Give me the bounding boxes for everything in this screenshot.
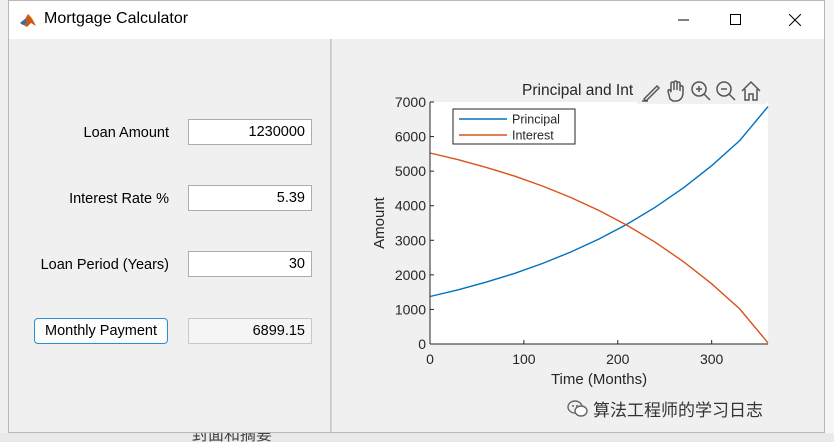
y-tick-label: 3000: [395, 232, 426, 248]
zoom-in-icon[interactable]: [691, 81, 711, 101]
interest-rate-label: Interest Rate %: [69, 191, 169, 207]
home-icon[interactable]: [741, 80, 761, 101]
y-tick-label: 5000: [395, 163, 426, 179]
brush-icon[interactable]: [642, 84, 661, 103]
y-axis-label: Amount: [371, 196, 388, 249]
loan-period-field[interactable]: 30: [188, 251, 312, 277]
watermark-text: 算法工程师的学习日志: [593, 401, 763, 420]
legend-label-interest: Interest: [512, 129, 554, 143]
x-axis-label: Time (Months): [551, 371, 647, 388]
minimize-button[interactable]: [661, 1, 707, 39]
y-tick-label: 1000: [395, 301, 426, 317]
interest-rate-field[interactable]: 5.39: [188, 185, 312, 211]
series-line-interest: [429, 152, 769, 344]
title-bar[interactable]: Mortgage Calculator: [9, 1, 824, 39]
loan-amount-label: Loan Amount: [83, 125, 169, 141]
y-tick-label: 0: [418, 336, 426, 352]
legend-label-principal: Principal: [512, 113, 560, 127]
maximize-icon: [730, 14, 741, 25]
x-tick-label: 200: [606, 351, 630, 367]
x-tick-label: 300: [700, 351, 724, 367]
x-tick-label: 0: [426, 351, 434, 367]
background-text: 封面和摘要: [192, 430, 273, 442]
background-window-edge: [825, 0, 834, 442]
window-title: Mortgage Calculator: [44, 10, 189, 27]
y-tick-label: 4000: [395, 198, 426, 214]
loan-period-label: Loan Period (Years): [40, 257, 169, 273]
y-tick-label: 2000: [395, 267, 426, 283]
panel-divider[interactable]: [330, 39, 333, 432]
maximize-button[interactable]: [713, 1, 759, 39]
y-tick-label: 7000: [395, 94, 426, 110]
series-line-principal: [429, 106, 769, 298]
watermark: 算法工程师的学习日志: [567, 396, 763, 421]
x-tick-label: 100: [512, 351, 536, 367]
minimize-icon: [678, 19, 689, 21]
input-panel: Loan Amount 1230000 Interest Rate % 5.39…: [9, 39, 330, 432]
matlab-app-icon: [19, 11, 37, 29]
chart-title: Principal and Int: [522, 82, 634, 99]
loan-amount-field[interactable]: 1230000: [188, 119, 312, 145]
principal-interest-chart[interactable]: 0 1000 2000 3000 4000 5000 6000 7000 0 100 200 300 T…: [332, 39, 824, 432]
mortgage-calculator-window: Mortgage Calculator Loan Amount 1230000 …: [8, 0, 825, 433]
chart-panel: 0 1000 2000 3000 4000 5000 6000 7000 0 100 200 300 T…: [332, 39, 824, 432]
close-button[interactable]: [772, 1, 818, 39]
background-window-bottom: [0, 433, 834, 442]
legend-box: [452, 108, 576, 145]
close-icon: [789, 14, 801, 26]
monthly-payment-button[interactable]: Monthly Payment: [34, 318, 168, 344]
wechat-icon: [567, 399, 588, 417]
y-tick-label: 6000: [395, 129, 426, 145]
monthly-payment-field: 6899.15: [188, 318, 312, 344]
pan-hand-icon[interactable]: [667, 80, 684, 102]
zoom-out-icon[interactable]: [716, 81, 736, 101]
